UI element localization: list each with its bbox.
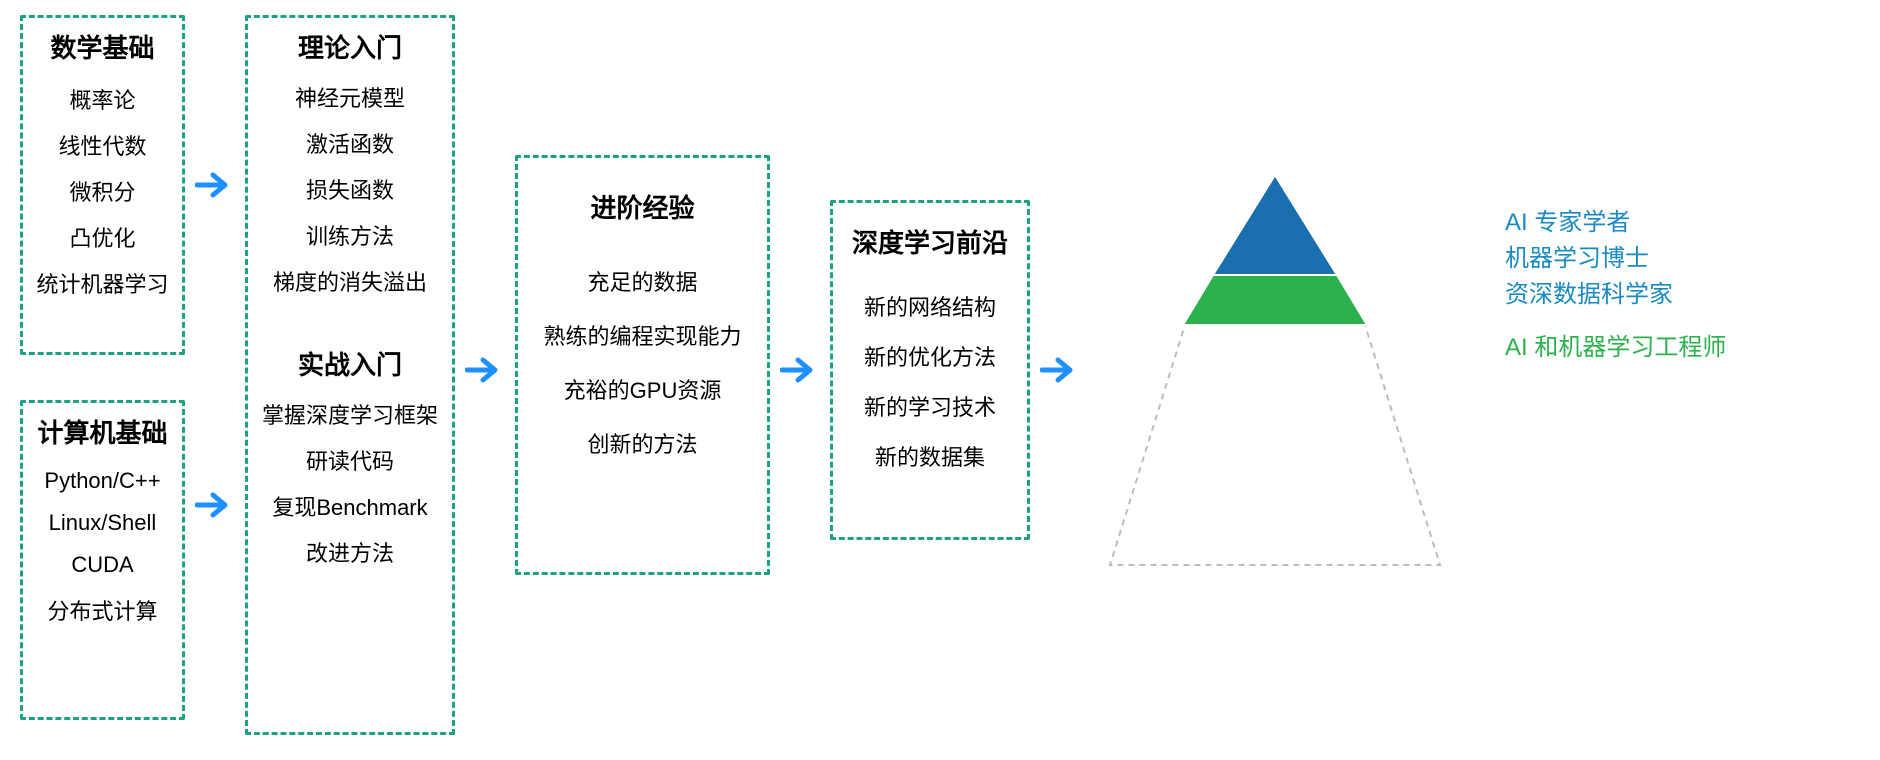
box-frontier: 深度学习前沿 新的网络结构 新的优化方法 新的学习技术 新的数据集: [830, 200, 1030, 540]
item-fr-0: 新的网络结构: [833, 290, 1027, 322]
item-math-3: 凸优化: [23, 221, 182, 253]
item-cs-2: CUDA: [23, 552, 182, 578]
item-practice-3: 改进方法: [248, 536, 452, 568]
item-math-2: 微积分: [23, 175, 182, 207]
legend-top-0: AI 专家学者: [1505, 205, 1673, 241]
item-cs-3: 分布式计算: [23, 594, 182, 626]
diagram-stage: 数学基础 概率论 线性代数 微积分 凸优化 统计机器学习 计算机基础 Pytho…: [0, 0, 1880, 760]
legend-top-1: 机器学习博士: [1505, 241, 1673, 277]
item-math-0: 概率论: [23, 83, 182, 115]
pyramid-top: [1213, 175, 1337, 275]
pyramid-mid: [1183, 275, 1367, 325]
item-math-1: 线性代数: [23, 129, 182, 161]
pyramid: [1090, 175, 1460, 580]
arrow-1b: [195, 490, 235, 520]
arrow-3: [780, 355, 820, 385]
item-theory-0: 神经元模型: [248, 81, 452, 113]
legend-mid-0: AI 和机器学习工程师: [1505, 330, 1726, 366]
item-theory-1: 激活函数: [248, 127, 452, 159]
item-math-4: 统计机器学习: [23, 267, 182, 299]
box-col2: 理论入门 神经元模型 激活函数 损失函数 训练方法 梯度的消失溢出 实战入门 掌…: [245, 15, 455, 735]
item-adv-2: 充裕的GPU资源: [518, 373, 767, 405]
arrow-4: [1040, 355, 1080, 385]
item-cs-1: Linux/Shell: [23, 510, 182, 536]
box-advance: 进阶经验 充足的数据 熟练的编程实现能力 充裕的GPU资源 创新的方法: [515, 155, 770, 575]
item-adv-0: 充足的数据: [518, 265, 767, 297]
title-theory: 理论入门: [298, 33, 402, 63]
legend-mid: AI 和机器学习工程师: [1505, 330, 1726, 366]
item-cs-0: Python/C++: [23, 468, 182, 494]
legend-top: AI 专家学者 机器学习博士 资深数据科学家: [1505, 205, 1673, 313]
item-practice-1: 研读代码: [248, 444, 452, 476]
title-advance: 进阶经验: [590, 193, 694, 223]
item-practice-0: 掌握深度学习框架: [248, 398, 452, 430]
item-practice-2: 复现Benchmark: [248, 490, 452, 522]
item-adv-3: 创新的方法: [518, 427, 767, 459]
title-cs: 计算机基础: [37, 418, 167, 448]
pyramid-bottom: [1110, 325, 1440, 565]
legend-top-2: 资深数据科学家: [1505, 277, 1673, 313]
title-math: 数学基础: [50, 33, 154, 63]
arrow-1a: [195, 170, 235, 200]
item-fr-2: 新的学习技术: [833, 390, 1027, 422]
item-theory-2: 损失函数: [248, 173, 452, 205]
arrow-2: [465, 355, 505, 385]
item-theory-3: 训练方法: [248, 219, 452, 251]
title-frontier: 深度学习前沿: [852, 228, 1008, 258]
box-cs: 计算机基础 Python/C++ Linux/Shell CUDA 分布式计算: [20, 400, 185, 720]
title-practice: 实战入门: [298, 350, 402, 380]
item-fr-3: 新的数据集: [833, 440, 1027, 472]
item-adv-1: 熟练的编程实现能力: [518, 319, 767, 351]
item-fr-1: 新的优化方法: [833, 340, 1027, 372]
box-math: 数学基础 概率论 线性代数 微积分 凸优化 统计机器学习: [20, 15, 185, 355]
item-theory-4: 梯度的消失溢出: [248, 265, 452, 297]
